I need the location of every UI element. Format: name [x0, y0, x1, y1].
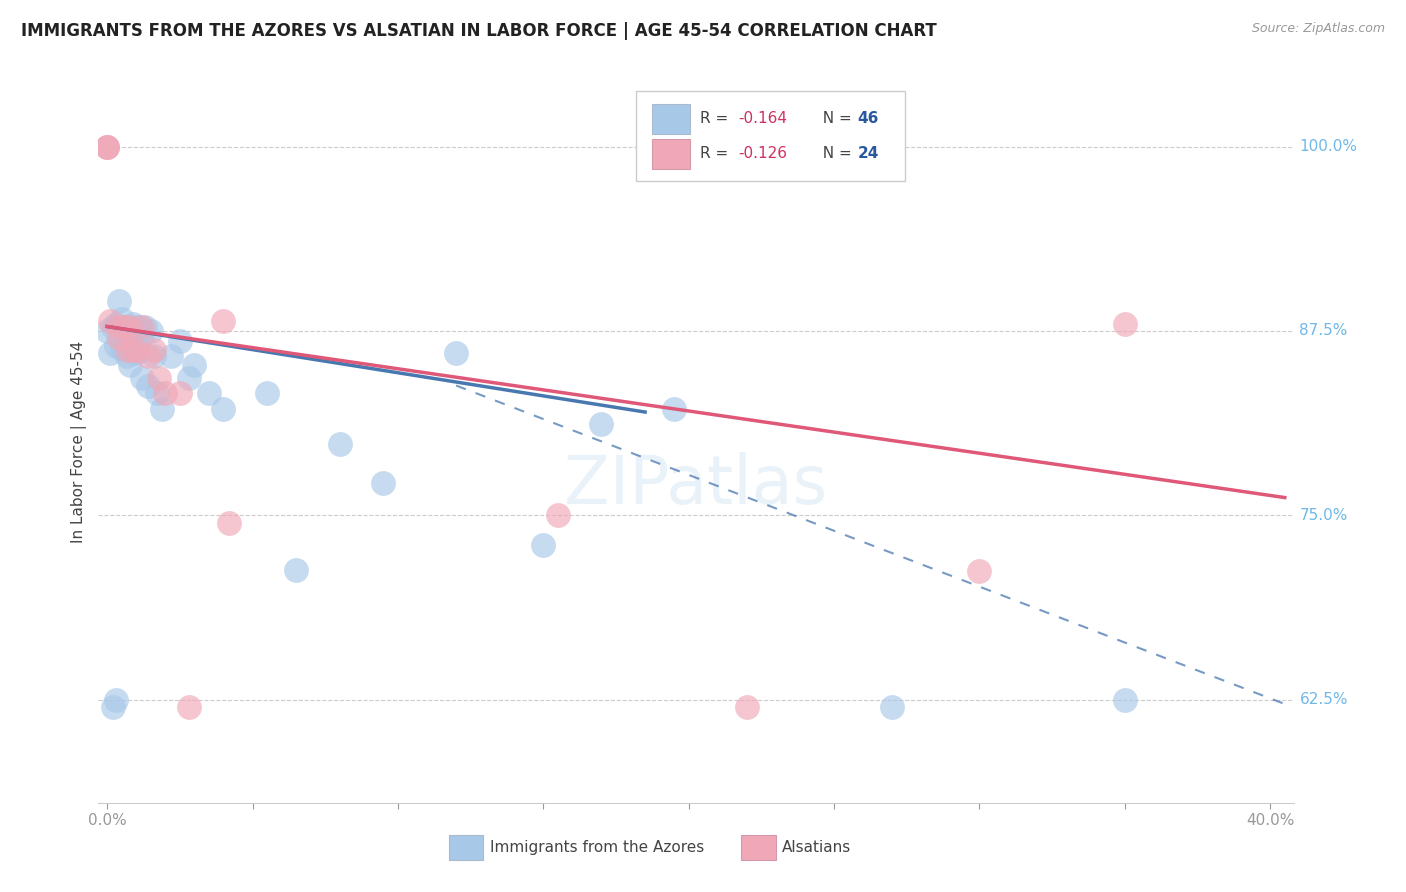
Point [160, 349, 183, 363]
Text: -0.126: -0.126 [738, 146, 787, 161]
Point [96, 139, 118, 153]
Point [285, 563, 308, 577]
Text: Source: ZipAtlas.com: Source: ZipAtlas.com [1251, 22, 1385, 36]
Point [136, 349, 159, 363]
Point [591, 417, 613, 431]
Point [125, 343, 148, 358]
Point [120, 358, 142, 372]
Point [183, 358, 205, 372]
Point [145, 385, 167, 400]
Text: 46: 46 [858, 112, 879, 126]
Point [155, 385, 177, 400]
Point [111, 342, 134, 356]
Y-axis label: In Labor Force | Age 45-54: In Labor Force | Age 45-54 [72, 341, 87, 542]
Text: 87.5%: 87.5% [1299, 324, 1348, 338]
Point [122, 342, 145, 356]
Point [148, 371, 170, 385]
Point [117, 349, 139, 363]
Point [107, 294, 129, 309]
Point [139, 324, 162, 338]
Point [735, 700, 758, 714]
Point [120, 319, 142, 334]
Point [136, 378, 159, 392]
Point [125, 319, 148, 334]
Point [111, 312, 134, 326]
Point [120, 319, 142, 334]
Point [117, 343, 139, 358]
Point [198, 385, 221, 400]
Point [1114, 692, 1136, 706]
Text: Immigrants from the Azores: Immigrants from the Azores [491, 840, 704, 855]
Point [104, 317, 127, 331]
Point [256, 385, 278, 400]
Point [128, 343, 150, 358]
Text: IMMIGRANTS FROM THE AZORES VS ALSATIAN IN LABOR FORCE | AGE 45-54 CORRELATION CH: IMMIGRANTS FROM THE AZORES VS ALSATIAN I… [21, 22, 936, 40]
Point [107, 319, 129, 334]
Point [128, 319, 150, 334]
Point [114, 319, 136, 334]
Point [531, 538, 554, 552]
Point [122, 317, 145, 331]
Point [177, 371, 200, 385]
Text: 62.5%: 62.5% [1299, 692, 1348, 707]
Point [1114, 317, 1136, 331]
Point [131, 319, 153, 334]
Point [101, 700, 124, 714]
FancyBboxPatch shape [741, 835, 776, 860]
Point [98, 346, 121, 360]
Point [169, 385, 191, 400]
Point [104, 339, 127, 353]
FancyBboxPatch shape [449, 835, 484, 860]
Point [177, 700, 200, 714]
Point [329, 437, 352, 451]
Text: R =: R = [700, 146, 733, 161]
Text: 24: 24 [858, 146, 879, 161]
Text: ZIPatlas: ZIPatlas [564, 452, 828, 518]
Text: N =: N = [813, 112, 856, 126]
FancyBboxPatch shape [637, 91, 905, 181]
Point [96, 139, 118, 153]
Point [96, 139, 118, 153]
FancyBboxPatch shape [652, 104, 690, 135]
Text: N =: N = [813, 146, 856, 161]
Point [114, 319, 136, 334]
Text: R =: R = [700, 112, 733, 126]
Point [882, 700, 904, 714]
Text: -0.164: -0.164 [738, 112, 787, 126]
Point [142, 343, 165, 358]
Point [107, 331, 129, 345]
Point [101, 319, 124, 334]
Point [98, 313, 121, 327]
Point [444, 346, 467, 360]
Text: 75.0%: 75.0% [1299, 508, 1348, 523]
Point [114, 339, 136, 353]
Point [96, 324, 118, 338]
Point [134, 319, 156, 334]
Point [212, 402, 235, 417]
Point [218, 516, 240, 530]
Point [547, 508, 569, 523]
Point [662, 402, 685, 417]
Point [212, 313, 235, 327]
Point [969, 564, 991, 578]
Point [125, 346, 148, 360]
Text: 100.0%: 100.0% [1299, 139, 1358, 154]
Point [142, 349, 165, 363]
FancyBboxPatch shape [652, 139, 690, 169]
Point [131, 371, 153, 385]
Point [117, 319, 139, 334]
Point [122, 343, 145, 358]
Point [150, 402, 173, 417]
Point [104, 692, 127, 706]
Point [169, 334, 191, 349]
Point [131, 328, 153, 343]
Text: Alsatians: Alsatians [782, 840, 851, 855]
Point [373, 475, 395, 490]
